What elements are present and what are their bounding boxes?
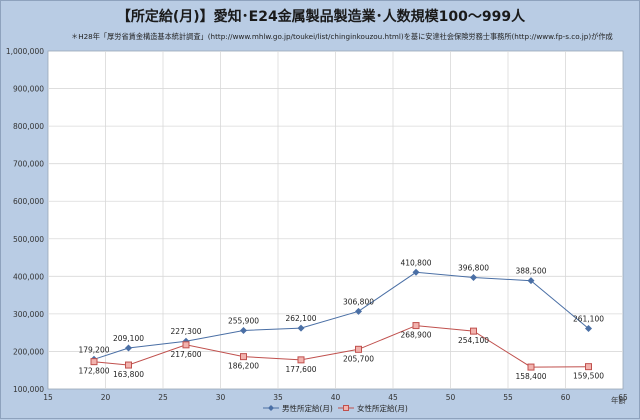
- data-label: 410,800: [400, 258, 431, 267]
- data-label: 255,900: [228, 316, 259, 325]
- data-point: [585, 324, 592, 332]
- data-label: 227,300: [170, 327, 201, 336]
- x-tick-label: 30: [216, 393, 226, 402]
- y-tick-label: 600,000: [13, 197, 44, 206]
- data-label: 159,500: [573, 372, 604, 381]
- y-tick-label: 1,000,000: [6, 47, 44, 56]
- x-tick-label: 25: [158, 393, 168, 402]
- data-label: 217,600: [170, 350, 201, 359]
- x-tick-label: 20: [101, 393, 111, 402]
- data-point: [125, 361, 132, 369]
- data-label: 177,600: [285, 365, 316, 374]
- data-label: 163,800: [113, 370, 144, 379]
- data-label: 254,100: [458, 336, 489, 345]
- y-tick-label: 300,000: [13, 310, 44, 319]
- data-point: [527, 363, 535, 371]
- data-point: [355, 307, 362, 315]
- x-tick-label: 65: [618, 393, 628, 402]
- x-tick-label: 35: [273, 393, 283, 402]
- legend-item: 女性所定給(月): [338, 403, 408, 413]
- data-point: [412, 322, 420, 330]
- x-tick-label: 50: [446, 393, 456, 402]
- data-label: 186,200: [228, 362, 259, 371]
- data-point: [182, 341, 190, 349]
- data-label: 209,100: [113, 334, 144, 343]
- data-point: [90, 358, 98, 366]
- chart-subtitle: ＊H28年「厚労省賃金構造基本統計調査」(http://www.mhlw.go.…: [71, 32, 613, 41]
- series-line-female: [93, 325, 589, 368]
- data-label: 179,200: [78, 345, 109, 354]
- data-point: [412, 268, 420, 276]
- data-point: [527, 277, 535, 285]
- data-point: [470, 274, 477, 282]
- data-label: 306,800: [343, 297, 374, 306]
- y-tick-label: 800,000: [13, 122, 44, 131]
- data-point: [355, 345, 362, 353]
- x-tick-label: 55: [503, 393, 513, 402]
- legend-marker: [268, 405, 274, 411]
- x-tick-label: 40: [331, 393, 341, 402]
- data-point: [240, 353, 247, 361]
- data-label: 261,100: [573, 314, 604, 323]
- series-line-male: [93, 271, 589, 360]
- data-label: 268,900: [400, 331, 431, 340]
- x-axis-label: 年齢: [611, 395, 626, 405]
- y-tick-label: 900,000: [13, 85, 44, 94]
- data-label: 205,700: [343, 354, 374, 363]
- data-point: [125, 344, 132, 352]
- y-tick-label: 200,000: [13, 347, 44, 356]
- x-tick-label: 45: [388, 393, 398, 402]
- data-label: 158,400: [515, 372, 546, 381]
- legend-item: 男性所定給(月): [263, 403, 333, 413]
- y-tick-label: 500,000: [13, 235, 44, 244]
- legend-label: 女性所定給(月): [357, 403, 408, 413]
- data-point: [585, 363, 592, 371]
- data-label: 262,100: [285, 314, 316, 323]
- data-label: 396,800: [458, 264, 489, 273]
- chart-title: 【所定給(月)】愛知･E24金属製品製造業･人数規模100～999人: [117, 8, 526, 25]
- legend-label: 男性所定給(月): [282, 403, 333, 413]
- data-label: 172,800: [78, 367, 109, 376]
- data-point: [297, 356, 305, 364]
- data-point: [297, 324, 305, 332]
- legend-marker: [343, 405, 349, 411]
- data-label: 388,500: [515, 267, 546, 276]
- x-tick-label: 60: [561, 393, 571, 402]
- y-tick-label: 100,000: [13, 385, 44, 394]
- y-tick-label: 700,000: [13, 160, 44, 169]
- data-point: [470, 327, 477, 335]
- y-tick-label: 400,000: [13, 272, 44, 281]
- data-point: [240, 326, 247, 334]
- x-tick-label: 15: [43, 393, 53, 402]
